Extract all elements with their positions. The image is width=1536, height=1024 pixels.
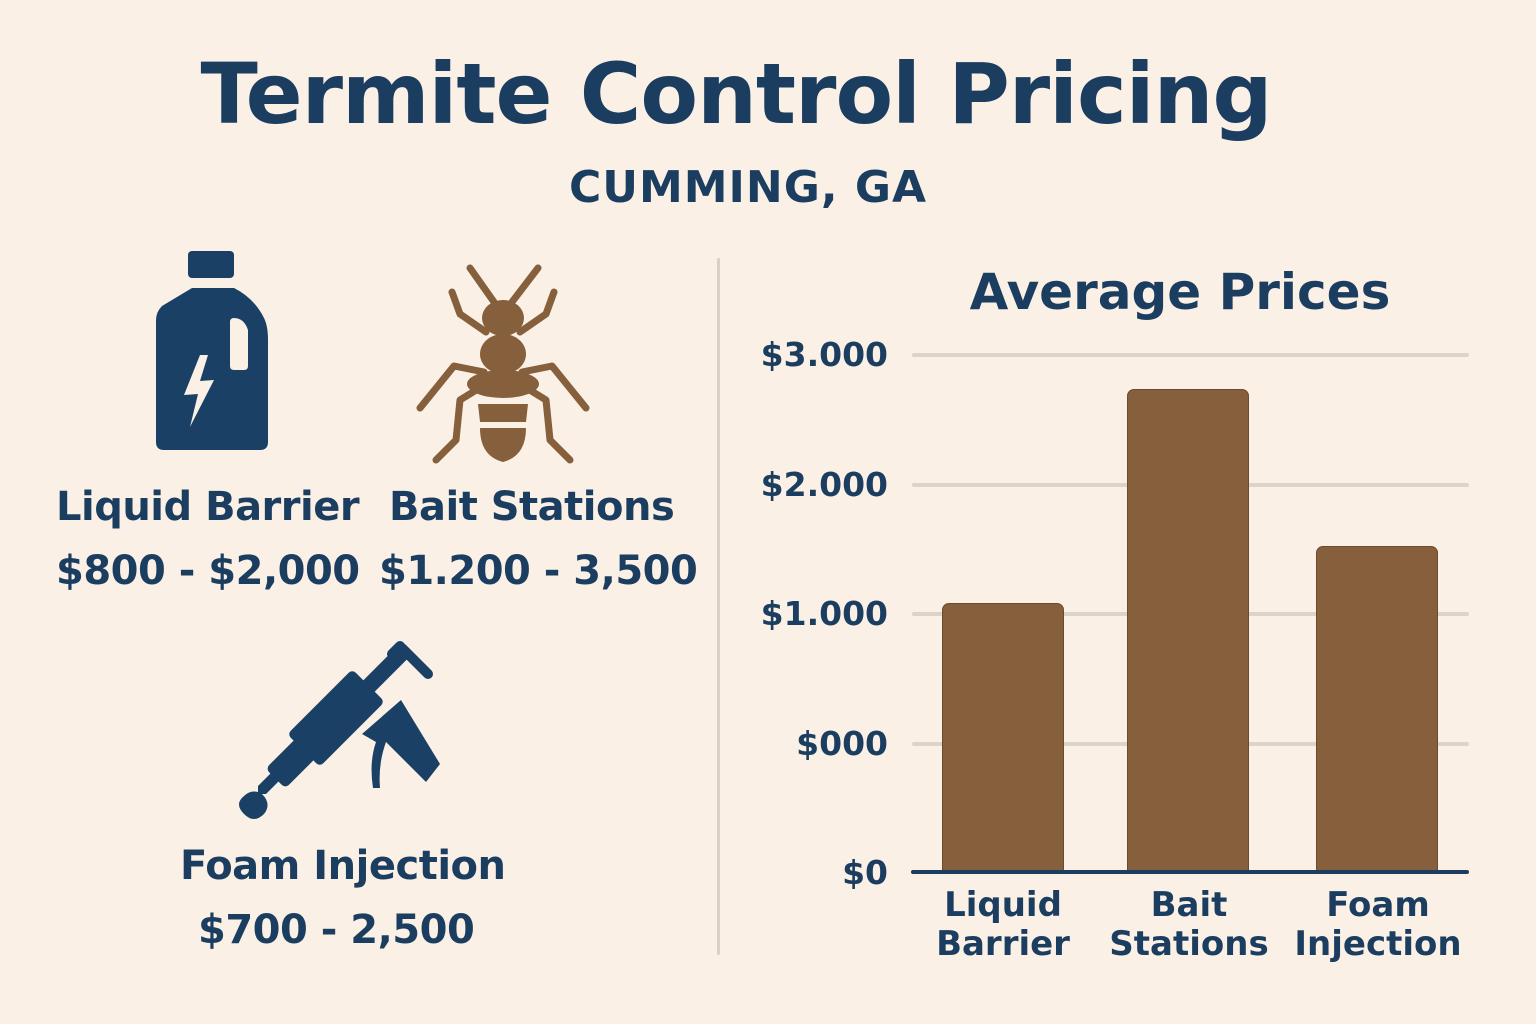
- caulk-gun-icon: [236, 638, 442, 824]
- x-label-line: Stations: [1109, 924, 1269, 964]
- x-label-line: Injection: [1294, 924, 1462, 964]
- y-tick-label: $2.000: [760, 465, 888, 504]
- page-title: Termite Control Pricing: [200, 45, 1272, 143]
- gridline: [912, 353, 1469, 357]
- panel-divider: [717, 258, 720, 955]
- x-label-foam-injection: Foam Injection: [1293, 886, 1463, 964]
- bar-liquid-barrier: [942, 603, 1064, 872]
- treatment-name-bait-stations: Bait Stations: [389, 484, 675, 530]
- bar-foam-injection: [1316, 546, 1438, 872]
- page-subtitle: CUMMING, GA: [568, 162, 928, 213]
- x-label-line: Bait: [1150, 885, 1228, 925]
- treatment-price-liquid-barrier: $800 - $2,000: [56, 548, 360, 594]
- bar-bait-stations: [1127, 389, 1249, 872]
- y-tick-label: $1.000: [760, 594, 888, 633]
- bottle-icon: [154, 250, 270, 452]
- y-tick-label: $000: [796, 724, 888, 763]
- y-tick-label: $0: [842, 853, 888, 892]
- x-label-line: Foam: [1326, 885, 1430, 925]
- y-tick-label: $3.000: [760, 335, 888, 374]
- x-label-line: Barrier: [936, 924, 1070, 964]
- termite-icon: [412, 260, 594, 470]
- x-label-liquid-barrier: Liquid Barrier: [918, 886, 1088, 964]
- x-label-bait-stations: Bait Stations: [1104, 886, 1274, 964]
- x-label-line: Liquid: [944, 885, 1062, 925]
- treatment-price-bait-stations: $1.200 - 3,500: [379, 548, 698, 594]
- treatment-price-foam-injection: $700 - 2,500: [198, 907, 475, 953]
- x-axis-line: [911, 870, 1469, 874]
- treatment-name-liquid-barrier: Liquid Barrier: [56, 484, 360, 530]
- treatment-name-foam-injection: Foam Injection: [180, 843, 506, 889]
- chart-title: Average Prices: [969, 263, 1391, 321]
